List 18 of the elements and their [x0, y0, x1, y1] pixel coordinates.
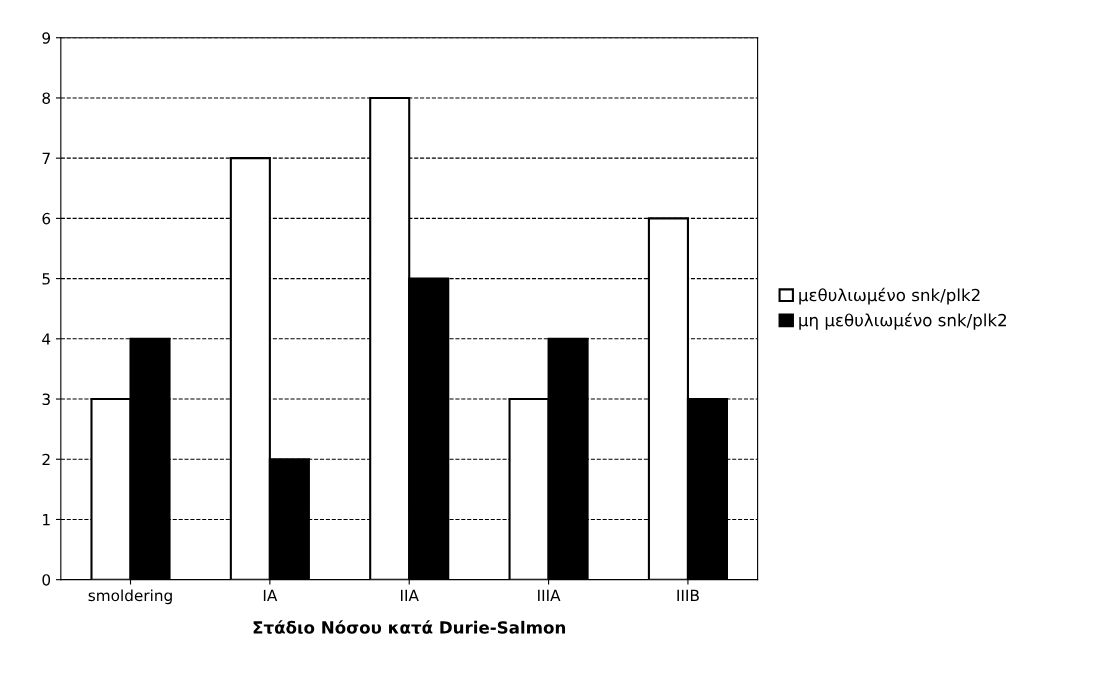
y-tick-label: 0	[42, 574, 51, 586]
y-tick-label: 3	[42, 393, 50, 406]
y-tick-label: 4	[42, 333, 51, 345]
x-tick-label: IIIB	[677, 589, 699, 601]
y-tick-label: 7	[42, 152, 50, 164]
x-tick-label: IA	[263, 589, 278, 601]
x-axis-title: Στάδιο Νόσου κατά Durie-Salmon	[253, 620, 566, 634]
x-tick-label: IIIA	[538, 589, 561, 601]
y-tick-label: 5	[42, 273, 50, 285]
y-tick-label: 6	[42, 212, 51, 225]
legend-label: μη μεθυλιωμένο snk/plk2	[799, 312, 1007, 330]
x-tick-label: smoldering	[88, 589, 172, 605]
legend-label: μεθυλιωμένο snk/plk2	[799, 287, 980, 305]
x-tick-label: IIA	[400, 589, 419, 601]
y-tick-label: 8	[42, 92, 51, 104]
y-tick-label: 1	[43, 514, 50, 526]
y-tick-label: 9	[42, 32, 51, 44]
y-tick-label: 2	[42, 453, 50, 466]
